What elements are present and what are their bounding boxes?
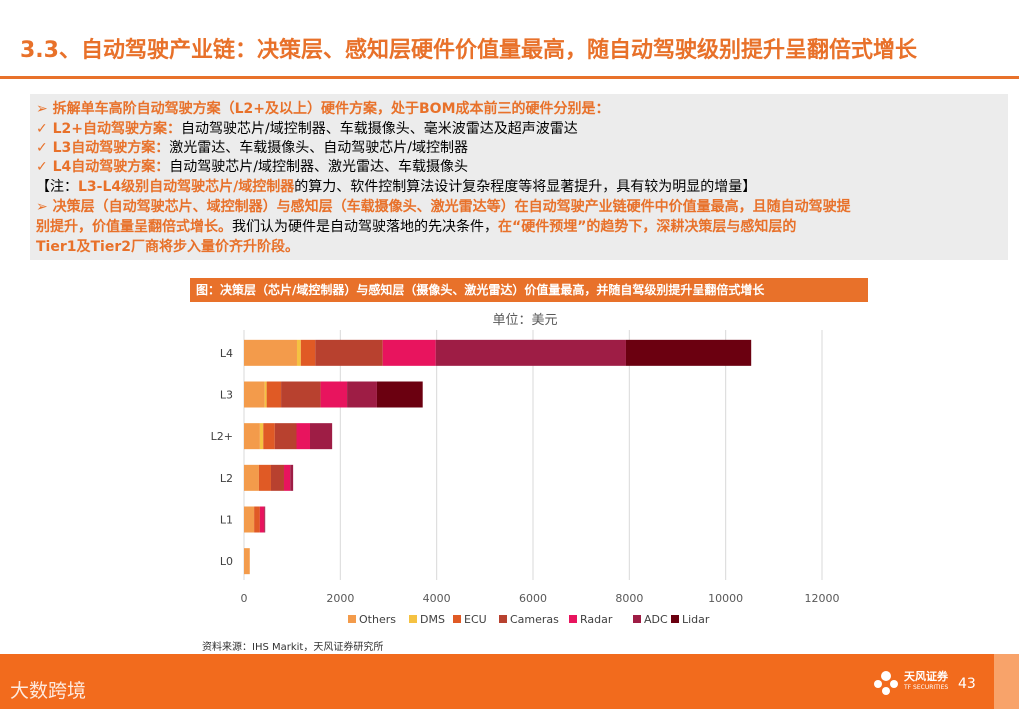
note-open: 【注：: [36, 179, 78, 195]
summary-panel: [30, 94, 1008, 260]
l4-label: ✓ L4自动驾驶方案：: [36, 159, 170, 175]
x-tick-label: 12000: [805, 592, 840, 605]
conclusion-part-2: 别提升，价值量呈翻倍式增长。: [36, 219, 232, 235]
legend-label: DMS: [420, 613, 445, 626]
bar-segment-L4-Radar: [382, 339, 436, 366]
l3-label: ✓ L3自动驾驶方案：: [36, 140, 170, 156]
logo-subtitle: TF SECURITIES: [904, 684, 949, 691]
note-highlight: L3-L4级别自动驾驶芯片/域控制器: [78, 179, 295, 195]
bar-segment-L1-Radar: [259, 506, 265, 533]
bar-segment-L2+-Cameras: [274, 423, 297, 450]
summary-line-6: ➢ 决策层（自动驾驶芯片、域控制器）与感知层（车载摄像头、激光雷达等）在自动驾驶…: [36, 198, 851, 216]
summary-line-2: ✓ L2+自动驾驶方案：自动驾驶芯片/域控制器、车载摄像头、毫米波雷达及超声波雷…: [36, 120, 578, 138]
footer-bar: [0, 654, 1019, 709]
legend-swatch-Lidar: [671, 615, 679, 623]
y-category-label: L1: [220, 514, 233, 527]
bar-segment-L3-Others: [244, 381, 265, 408]
bar-segment-L2+-ECU: [263, 423, 275, 450]
l3-text: 激光雷达、车载摄像头、自动驾驶芯片/域控制器: [169, 140, 468, 156]
bar-segment-L2-ECU: [258, 464, 271, 491]
summary-line-5: 【注：L3-L4级别自动驾驶芯片/域控制器的算力、软件控制算法设计复杂程度等将显…: [36, 178, 756, 196]
logo-name: 天风证券: [904, 670, 948, 683]
bar-segment-L2-Radar: [283, 464, 291, 491]
l2plus-text: 自动驾驶芯片/域控制器、车载摄像头、毫米波雷达及超声波雷达: [181, 121, 578, 137]
watermark-text: 大数跨境: [10, 680, 87, 702]
bar-segment-L2+-DMS: [259, 423, 264, 450]
source-note: 资料来源：IHS Markit，天风证券研究所: [202, 642, 384, 653]
bar-segment-L4-Lidar: [625, 339, 752, 366]
legend-swatch-ECU: [453, 615, 461, 623]
bar-segment-L4-DMS: [296, 339, 301, 366]
summary-line-1: ➢ 拆解单车高阶自动驾驶方案（L2+及以上）硬件方案，处于BOM成本前三的硬件分…: [36, 100, 610, 118]
bar-segment-L2-Others: [244, 464, 259, 491]
conclusion-part-4: 在“硬件预埋”的趋势下，深耕决策层与感知层的: [498, 219, 797, 235]
x-tick-label: 10000: [708, 592, 743, 605]
note-text: 的算力、软件控制算法设计复杂程度等将显著提升，具有较为明显的增量】: [294, 179, 757, 195]
bar-segment-L4-Others: [244, 339, 297, 366]
y-category-label: L0: [220, 555, 233, 568]
y-category-label: L3: [220, 389, 233, 402]
x-tick-label: 8000: [615, 592, 643, 605]
bar-segment-L1-Others: [244, 506, 255, 533]
bar-segment-L2-Cameras: [270, 464, 284, 491]
bar-segment-L2+-Others: [244, 423, 260, 450]
bar-segment-L4-Cameras: [315, 339, 383, 366]
legend-label: ADC: [644, 613, 668, 626]
bar-segment-L2-ADC: [290, 464, 294, 491]
bar-segment-L1-ADC: [264, 506, 266, 533]
legend-label: Others: [359, 613, 396, 626]
bar-segment-L2+-Radar: [296, 423, 310, 450]
figure-caption: 图：决策层（芯片/域控制器）与感知层（摄像头、激光雷达）价值量最高，并随自驾级别…: [190, 278, 868, 302]
bar-segment-L3-ADC: [347, 381, 377, 408]
bar-segment-L3-Cameras: [281, 381, 321, 408]
x-tick-label: 4000: [423, 592, 451, 605]
l4-text: 自动驾驶芯片/域控制器、激光雷达、车载摄像头: [169, 159, 468, 175]
bar-segment-L4-ECU: [300, 339, 316, 366]
y-category-label: L2+: [211, 430, 233, 443]
bar-segment-L3-ECU: [266, 381, 282, 408]
legend-label: Lidar: [682, 613, 710, 626]
summary-line-3: ✓ L3自动驾驶方案：激光雷达、车载摄像头、自动驾驶芯片/域控制器: [36, 139, 468, 157]
page-title: 3.3、自动驾驶产业链：决策层、感知层硬件价值量最高，随自动驾驶级别提升呈翻倍式…: [20, 38, 917, 63]
y-category-label: L4: [220, 347, 233, 360]
bar-segment-L1-ECU: [254, 506, 260, 533]
legend-swatch-Radar: [569, 615, 577, 623]
footer-corner-block: [994, 654, 1019, 709]
summary-line-8: Tier1及Tier2厂商将步入量价齐升阶段。: [36, 238, 299, 256]
conclusion-part-1: ➢ 决策层（自动驾驶芯片、域控制器）与感知层（车载摄像头、激光雷达等）在自动驾驶…: [36, 199, 851, 215]
summary-heading: ➢ 拆解单车高阶自动驾驶方案（L2+及以上）硬件方案，处于BOM成本前三的硬件分…: [36, 101, 610, 117]
bar-segment-L3-DMS: [264, 381, 267, 408]
x-tick-label: 2000: [326, 592, 354, 605]
summary-line-4: ✓ L4自动驾驶方案：自动驾驶芯片/域控制器、激光雷达、车载摄像头: [36, 158, 468, 176]
legend-swatch-DMS: [409, 615, 417, 623]
summary-line-7: 别提升，价值量呈翻倍式增长。我们认为硬件是自动驾驶落地的先决条件，在“硬件预埋”…: [36, 218, 796, 236]
conclusion-part-5: Tier1及Tier2厂商将步入量价齐升阶段。: [36, 239, 299, 255]
x-tick-label: 6000: [519, 592, 547, 605]
legend-label: Cameras: [510, 613, 559, 626]
bar-segment-L2+-ADC: [309, 423, 333, 450]
legend-label: Radar: [580, 613, 613, 626]
chart-title: 单位：美元: [492, 313, 557, 328]
bar-segment-L3-Radar: [320, 381, 348, 408]
tf-logo-icon: [874, 671, 898, 695]
bar-segment-L0-Others: [244, 548, 250, 575]
legend-swatch-Others: [348, 615, 356, 623]
title-divider: [0, 76, 1019, 79]
l2plus-label: ✓ L2+自动驾驶方案：: [36, 121, 181, 137]
page-number: 43: [958, 676, 976, 692]
legend-swatch-Cameras: [499, 615, 507, 623]
legend-label: ECU: [464, 613, 487, 626]
conclusion-part-3: 我们认为硬件是自动驾驶落地的先决条件，: [232, 219, 498, 235]
x-tick-label: 0: [241, 592, 248, 605]
bar-segment-L4-ADC: [435, 339, 626, 366]
legend-swatch-ADC: [633, 615, 641, 623]
y-category-label: L2: [220, 472, 233, 485]
bar-segment-L3-Lidar: [376, 381, 423, 408]
